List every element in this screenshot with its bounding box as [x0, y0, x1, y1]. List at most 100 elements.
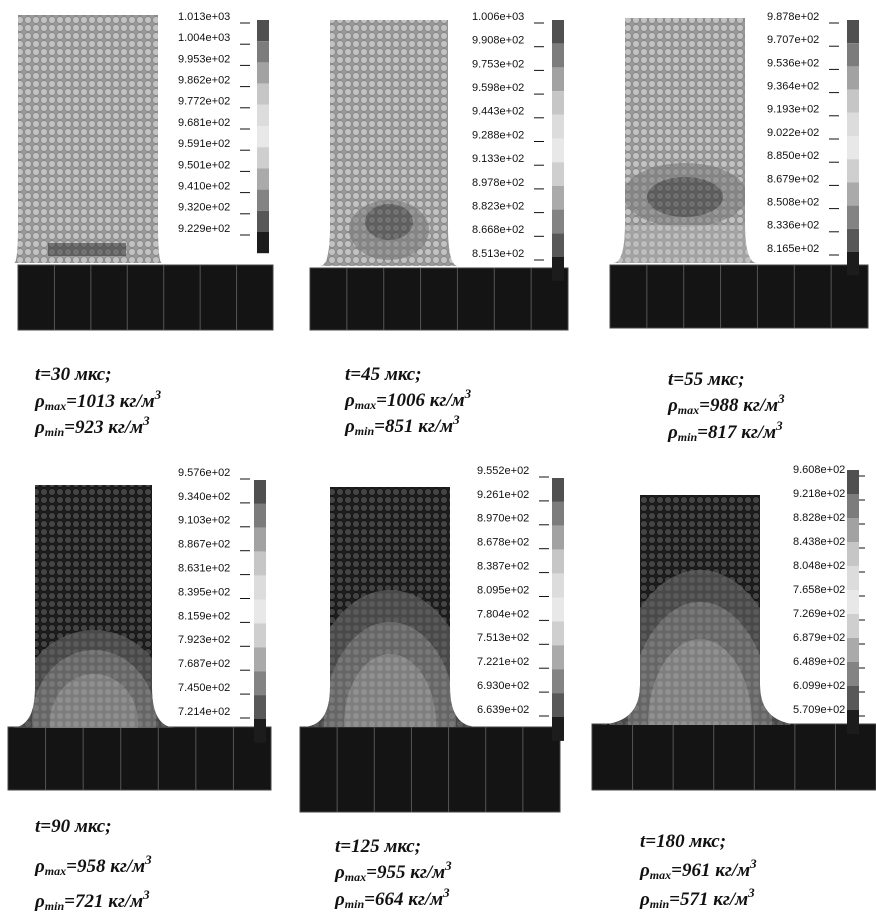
- colorbar-label: 8.631e+02: [178, 563, 230, 575]
- colorbar-segment: [257, 126, 269, 147]
- colorbar-segment: [552, 67, 564, 91]
- density-value: =851 кг/м: [374, 416, 453, 437]
- superscript: 3: [777, 391, 785, 406]
- subscript: max: [355, 398, 376, 412]
- superscript: 3: [749, 856, 757, 871]
- colorbar-label: 8.978e+02: [472, 177, 524, 189]
- density-label: ρmin=851 кг/м3: [344, 412, 460, 438]
- colorbar-segment: [847, 494, 859, 518]
- colorbar-segment: [254, 528, 266, 552]
- density-zones: [595, 495, 805, 870]
- subscript: min: [345, 897, 365, 911]
- subscript: min: [45, 899, 65, 913]
- subscript: max: [45, 399, 66, 413]
- subscript: max: [45, 864, 66, 878]
- density-value: =664 кг/м: [364, 889, 443, 910]
- density-label: ρmax=1006 кг/м3: [344, 386, 472, 412]
- density-value: =1013 кг/м: [66, 391, 155, 412]
- colorbar-segment: [847, 518, 859, 542]
- colorbar-label: 9.772e+02: [178, 96, 230, 108]
- rho-symbol: ρ: [34, 891, 45, 912]
- superscript: 3: [444, 858, 452, 873]
- superscript: 3: [142, 413, 150, 428]
- colorbar-segment: [552, 257, 564, 281]
- density-value: =955 кг/м: [366, 862, 445, 883]
- colorbar-segment: [847, 686, 859, 710]
- colorbar-label: 8.395e+02: [178, 586, 230, 598]
- colorbar-label: 7.214e+02: [178, 706, 230, 718]
- rho-symbol: ρ: [639, 860, 650, 881]
- colorbar-label: 9.598e+02: [472, 82, 524, 94]
- colorbar-segment: [257, 20, 269, 41]
- base-block: [18, 265, 273, 330]
- colorbar-label: 8.823e+02: [472, 201, 524, 213]
- colorbar-label: 7.221e+02: [477, 656, 529, 668]
- colorbar-segment: [552, 20, 564, 44]
- colorbar-label: 9.707e+02: [767, 34, 819, 46]
- colorbar-segment: [552, 621, 564, 645]
- colorbar-label: 8.970e+02: [477, 513, 529, 525]
- colorbar-segment: [847, 590, 859, 614]
- colorbar-label: 8.095e+02: [477, 584, 529, 596]
- colorbar-label: 8.668e+02: [472, 224, 524, 236]
- superscript: 3: [142, 887, 150, 902]
- colorbar-label: 9.536e+02: [767, 57, 819, 69]
- colorbar-label: 9.501e+02: [178, 159, 230, 171]
- colorbar-label: 9.229e+02: [178, 223, 230, 235]
- colorbar-segment: [552, 44, 564, 68]
- colorbar-segment: [552, 162, 564, 186]
- colorbar-label: 8.513e+02: [472, 248, 524, 260]
- density-label: ρmin=923 кг/м3: [34, 413, 150, 439]
- colorbar-segment: [847, 182, 859, 205]
- colorbar-label: 7.513e+02: [477, 632, 529, 644]
- colorbar-label: 9.908e+02: [472, 35, 524, 47]
- colorbar-label: 6.489e+02: [793, 656, 845, 668]
- colorbar-label: 9.320e+02: [178, 202, 230, 214]
- density-value: =988 кг/м: [699, 395, 778, 416]
- colorbar-segment: [257, 211, 269, 232]
- density-label: ρmin=817 кг/м3: [667, 418, 783, 444]
- density-label: ρmax=988 кг/м3: [667, 391, 785, 417]
- colorbar-label: 9.878e+02: [767, 11, 819, 23]
- rho-symbol: ρ: [639, 889, 650, 910]
- superscript: 3: [154, 387, 162, 402]
- subscript: min: [45, 425, 65, 439]
- density-zones: [14, 15, 162, 263]
- colorbar-segment: [552, 478, 564, 502]
- subscript: min: [678, 430, 698, 444]
- density-label: ρmax=955 кг/м3: [334, 858, 452, 884]
- colorbar-label: 7.450e+02: [178, 682, 230, 694]
- density-zones: [613, 18, 757, 265]
- rho-symbol: ρ: [344, 390, 355, 411]
- time-label: t=180 мкс;: [640, 831, 726, 852]
- time-label: t=45 мкс;: [345, 364, 422, 385]
- dot-overlay: [613, 18, 757, 263]
- rho-symbol: ρ: [344, 416, 355, 437]
- density-label: ρmin=721 кг/м3: [34, 887, 150, 913]
- colorbar-label: 9.133e+02: [472, 153, 524, 165]
- density-value: =961 кг/м: [671, 860, 750, 881]
- density-label: ρmax=1013 кг/м3: [34, 387, 162, 413]
- colorbar-segment: [257, 41, 269, 62]
- superscript: 3: [464, 386, 472, 401]
- colorbar-label: 1.004e+03: [178, 32, 230, 44]
- colorbar-segment: [847, 43, 859, 66]
- rho-symbol: ρ: [334, 889, 345, 910]
- subscript: max: [650, 868, 671, 882]
- colorbar-label: 1.006e+03: [472, 11, 524, 23]
- density-value: =923 кг/м: [64, 417, 143, 438]
- colorbar-segment: [847, 66, 859, 89]
- colorbar-segment: [254, 552, 266, 576]
- colorbar-segment: [847, 470, 859, 494]
- colorbar-label: 8.336e+02: [767, 220, 819, 232]
- colorbar-label: 8.508e+02: [767, 197, 819, 209]
- colorbar-label: 7.269e+02: [793, 608, 845, 620]
- base-block: [8, 727, 271, 790]
- density-label: ρmax=958 кг/м3: [34, 852, 152, 878]
- colorbar-label: 6.879e+02: [793, 632, 845, 644]
- rho-symbol: ρ: [667, 422, 678, 443]
- panel: 1.013e+031.004e+039.953e+029.862e+029.77…: [14, 11, 273, 439]
- colorbar-label: 9.591e+02: [178, 138, 230, 150]
- colorbar-segment: [552, 186, 564, 210]
- colorbar-label: 8.048e+02: [793, 560, 845, 572]
